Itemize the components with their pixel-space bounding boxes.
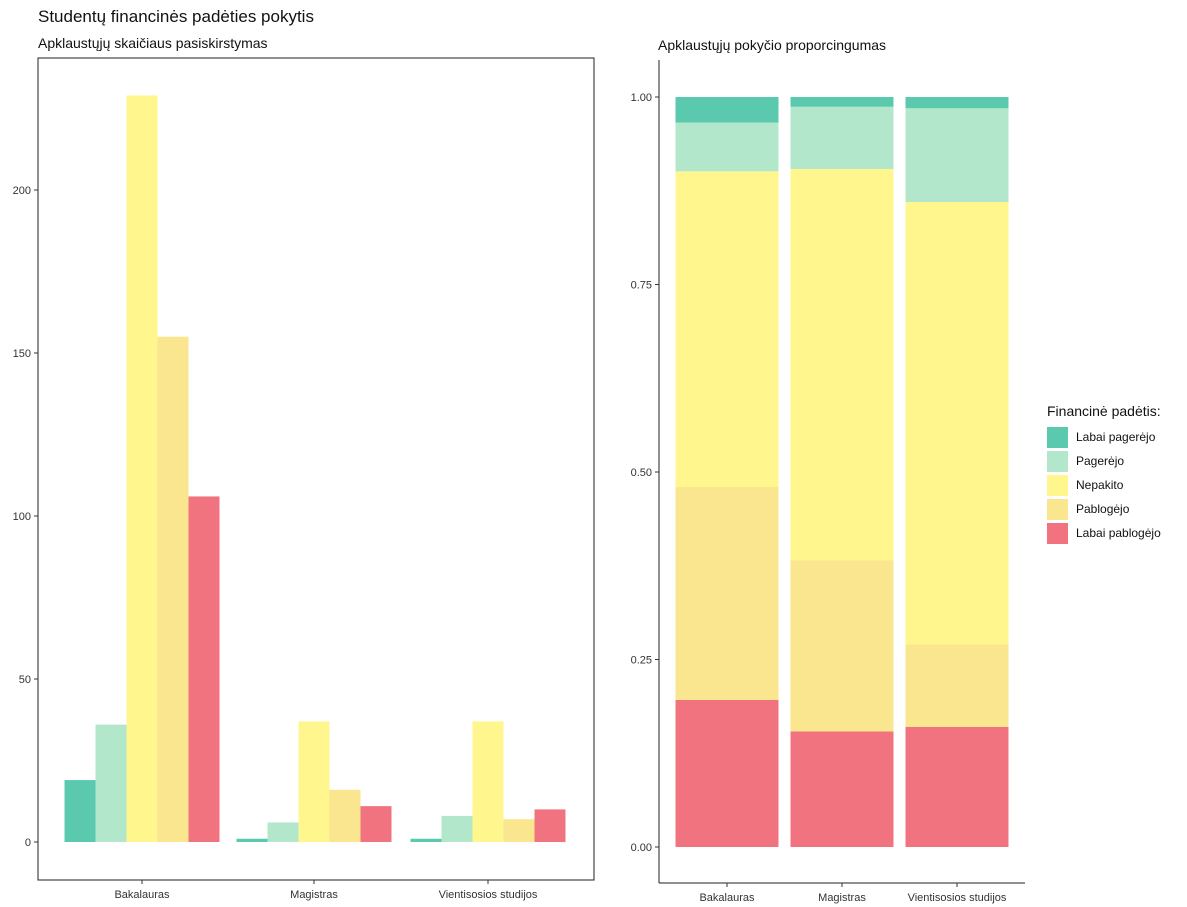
stack-bakalauras-pagerejo bbox=[675, 122, 779, 172]
stack-bakalauras-labai-pablogejo bbox=[675, 700, 779, 847]
left-plot-frame bbox=[37, 57, 595, 881]
left-chart-subtitle: Apklaustųjų skaičiaus pasiskirstymas bbox=[38, 35, 268, 51]
y-tick-right-0.25: 0.25 bbox=[631, 655, 652, 667]
stack-magistras-labai-pablogejo bbox=[790, 731, 894, 847]
stack-vientisosios-studijos-labai-pagerejo bbox=[905, 97, 1009, 109]
bar-magistras-pagerejo bbox=[267, 822, 299, 842]
legend-swatch-pagerejo bbox=[1047, 450, 1068, 472]
bar-vientisosios-studijos-labai-pablogejo bbox=[534, 809, 566, 842]
legend-label-labai-pagerejo: Labai pagerėjo bbox=[1076, 430, 1156, 444]
stack-magistras-pagerejo bbox=[790, 106, 894, 169]
legend-item-labai-pablogejo: Labai pablogėjo bbox=[1047, 521, 1161, 545]
legend-item-labai-pagerejo: Labai pagerėjo bbox=[1047, 425, 1161, 449]
bar-vientisosios-studijos-pagerejo bbox=[441, 815, 473, 842]
legend-swatch-labai-pablogejo bbox=[1047, 522, 1068, 544]
stack-magistras-labai-pagerejo bbox=[790, 97, 894, 107]
stack-vientisosios-studijos-pagerejo bbox=[905, 108, 1009, 202]
x-tick-left-vientisosios-studijos: Vientisosios studijos bbox=[439, 889, 538, 901]
bar-magistras-labai-pagerejo bbox=[236, 838, 268, 842]
bar-magistras-pablogejo bbox=[329, 789, 361, 842]
legend-label-pablogejo: Pablogėjo bbox=[1076, 502, 1130, 516]
y-tick-right-1.00: 1.00 bbox=[631, 92, 652, 104]
bar-vientisosios-studijos-labai-pagerejo bbox=[410, 838, 442, 842]
legend-label-labai-pablogejo: Labai pablogėjo bbox=[1076, 526, 1161, 540]
chart-title: Studentų financinės padėties pokytis bbox=[38, 7, 314, 26]
bar-vientisosios-studijos-nepakito bbox=[472, 721, 504, 842]
stack-vientisosios-studijos-nepakito bbox=[905, 202, 1009, 645]
legend-label-pagerejo: Pagerėjo bbox=[1076, 454, 1125, 468]
legend-item-nepakito: Nepakito bbox=[1047, 473, 1161, 497]
stack-vientisosios-studijos-labai-pablogejo bbox=[905, 727, 1009, 847]
stack-bakalauras-labai-pagerejo bbox=[675, 97, 779, 123]
stack-bakalauras-nepakito bbox=[675, 171, 779, 487]
x-tick-right-vientisosios-studijos: Vientisosios studijos bbox=[908, 892, 1007, 904]
y-tick-right-0.50: 0.50 bbox=[631, 467, 652, 479]
bar-vientisosios-studijos-pablogejo bbox=[503, 819, 535, 842]
bar-bakalauras-nepakito bbox=[126, 95, 158, 842]
legend-item-pagerejo: Pagerėjo bbox=[1047, 449, 1161, 473]
bar-magistras-nepakito bbox=[298, 721, 330, 842]
legend-item-pablogejo: Pablogėjo bbox=[1047, 497, 1161, 521]
y-tick-left-0: 0 bbox=[25, 837, 31, 849]
y-tick-right-0.00: 0.00 bbox=[631, 842, 652, 854]
stack-magistras-nepakito bbox=[790, 169, 894, 561]
legend-swatch-nepakito bbox=[1047, 474, 1068, 496]
x-tick-right-magistras: Magistras bbox=[818, 892, 866, 904]
bar-bakalauras-labai-pagerejo bbox=[64, 780, 96, 842]
stack-magistras-pablogejo bbox=[790, 560, 894, 732]
y-tick-left-100: 100 bbox=[13, 511, 31, 523]
bar-bakalauras-pagerejo bbox=[95, 724, 127, 842]
x-tick-left-magistras: Magistras bbox=[290, 889, 338, 901]
legend-items: Labai pagerėjo Pagerėjo Nepakito Pablogėjo L… bbox=[1047, 425, 1161, 545]
stack-vientisosios-studijos-pablogejo bbox=[905, 644, 1009, 727]
y-tick-left-200: 200 bbox=[13, 185, 31, 197]
stack-bakalauras-pablogejo bbox=[675, 487, 779, 700]
y-tick-left-50: 50 bbox=[19, 674, 31, 686]
y-tick-left-150: 150 bbox=[13, 348, 31, 360]
legend-swatch-labai-pagerejo bbox=[1047, 426, 1068, 448]
bar-bakalauras-pablogejo bbox=[157, 336, 189, 842]
x-tick-left-bakalauras: Bakalauras bbox=[114, 889, 170, 901]
legend: Financinė padėtis: Labai pagerėjo Pagerėj… bbox=[1047, 403, 1161, 545]
legend-label-nepakito: Nepakito bbox=[1076, 478, 1124, 492]
right-chart-subtitle: Apklaustųjų pokyčio proporcingumas bbox=[658, 37, 887, 53]
legend-swatch-pablogejo bbox=[1047, 498, 1068, 520]
x-tick-right-bakalauras: Bakalauras bbox=[699, 892, 755, 904]
legend-title: Financinė padėtis: bbox=[1047, 403, 1161, 419]
bar-magistras-labai-pablogejo bbox=[360, 806, 392, 842]
y-tick-right-0.75: 0.75 bbox=[631, 280, 652, 292]
bar-bakalauras-labai-pablogejo bbox=[188, 496, 220, 842]
